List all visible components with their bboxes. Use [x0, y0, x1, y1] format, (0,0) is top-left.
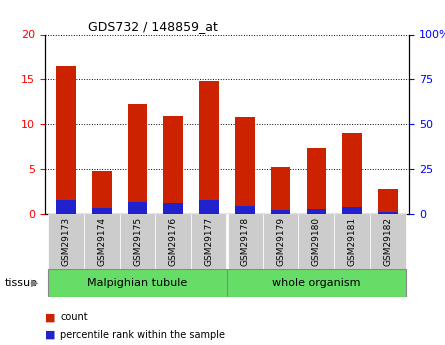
Text: percentile rank within the sample: percentile rank within the sample — [60, 330, 225, 339]
Bar — [378, 189, 398, 214]
Bar — [235, 117, 255, 214]
Text: GSM29178: GSM29178 — [240, 217, 249, 266]
Text: ▶: ▶ — [31, 278, 39, 288]
Text: whole organism: whole organism — [272, 278, 360, 288]
Bar — [48, 269, 227, 297]
Bar — [263, 214, 299, 269]
Text: GDS732 / 148859_at: GDS732 / 148859_at — [88, 20, 218, 33]
Bar — [92, 171, 112, 214]
Bar — [163, 116, 183, 214]
Bar — [191, 214, 227, 269]
Text: ■: ■ — [44, 330, 55, 339]
Text: GSM29177: GSM29177 — [205, 217, 214, 266]
Text: GSM29174: GSM29174 — [97, 217, 106, 266]
Text: GSM29180: GSM29180 — [312, 217, 321, 266]
Bar — [155, 214, 191, 269]
Bar — [370, 214, 406, 269]
Bar — [227, 269, 406, 297]
Bar — [299, 214, 334, 269]
Bar — [163, 203, 183, 214]
Text: GSM29179: GSM29179 — [276, 217, 285, 266]
Bar — [199, 81, 219, 214]
Bar — [227, 214, 263, 269]
Bar — [342, 207, 362, 214]
Bar — [378, 212, 398, 214]
Bar — [120, 214, 155, 269]
Bar — [128, 104, 147, 214]
Bar — [56, 199, 76, 214]
Bar — [92, 208, 112, 214]
Bar — [128, 201, 147, 214]
Text: GSM29175: GSM29175 — [133, 217, 142, 266]
Bar — [199, 200, 219, 214]
Text: ■: ■ — [44, 313, 55, 322]
Text: Malpighian tubule: Malpighian tubule — [87, 278, 188, 288]
Bar — [84, 214, 120, 269]
Bar — [235, 206, 255, 214]
Text: tissue: tissue — [4, 278, 37, 288]
Text: GSM29182: GSM29182 — [384, 217, 392, 266]
Text: GSM29176: GSM29176 — [169, 217, 178, 266]
Text: count: count — [60, 313, 88, 322]
Text: GSM29181: GSM29181 — [348, 217, 356, 266]
Bar — [334, 214, 370, 269]
Text: GSM29173: GSM29173 — [61, 217, 70, 266]
Bar — [56, 66, 76, 214]
Bar — [307, 209, 326, 214]
Bar — [342, 133, 362, 214]
Bar — [307, 148, 326, 214]
Bar — [271, 167, 291, 214]
Bar — [271, 210, 291, 214]
Bar — [48, 214, 84, 269]
